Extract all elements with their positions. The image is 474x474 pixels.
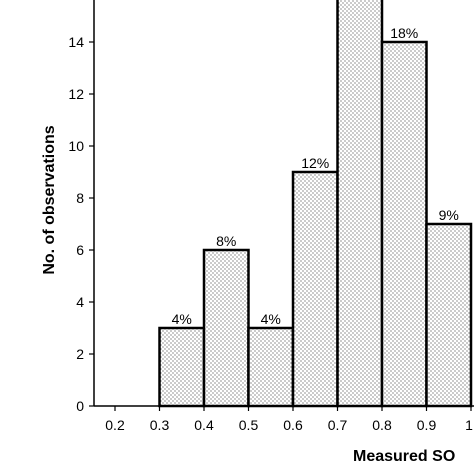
bar-percent-label: 12%	[301, 155, 329, 171]
data-labels-layer: 4% 8% 4% 12% 18% 9%	[172, 25, 459, 327]
bar-percent-label: 4%	[172, 311, 192, 327]
y-tick-label: 6	[76, 242, 84, 258]
y-tick-label: 10	[68, 138, 84, 154]
x-tick-label: 1.	[465, 417, 474, 433]
y-tick-label: 14	[68, 34, 84, 50]
bar-percent-label: 9%	[439, 207, 459, 223]
x-tick-label: 0.8	[372, 417, 392, 433]
x-tick-label: 0.4	[194, 417, 214, 433]
y-axis-title: No. of observations	[41, 125, 58, 274]
y-tick-label: 0	[76, 398, 84, 414]
x-tick-label: 0.7	[328, 417, 348, 433]
y-tick-label: 4	[76, 294, 84, 310]
histogram-bar	[291, 170, 339, 408]
histogram-bar	[425, 222, 473, 408]
histogram-bar	[336, 0, 384, 408]
x-axis-title: Measured SO	[353, 448, 455, 465]
bar-percent-label: 4%	[261, 311, 281, 327]
x-tick-label: 0.3	[150, 417, 170, 433]
histogram-bar	[380, 40, 428, 408]
y-tick-label: 2	[76, 346, 84, 362]
x-tick-label: 0.2	[105, 417, 125, 433]
histogram-bar	[247, 326, 295, 408]
bars-layer	[158, 0, 473, 408]
histogram-bar	[158, 326, 206, 408]
y-tick-label: 8	[76, 190, 84, 206]
bar-percent-label: 8%	[216, 233, 236, 249]
x-tick-label: 0.9	[417, 417, 437, 433]
y-tick-label: 12	[68, 86, 84, 102]
histogram-bar	[202, 248, 250, 408]
x-tick-label: 0.5	[239, 417, 259, 433]
axes-layer: 0 2 4 6 8 10 12 14 0.2 0.3 0.4 0.5 0.6 0.7 0.8 0.9 1.	[68, 0, 474, 433]
x-tick-label: 0.6	[283, 417, 303, 433]
bar-percent-label: 18%	[390, 25, 418, 41]
